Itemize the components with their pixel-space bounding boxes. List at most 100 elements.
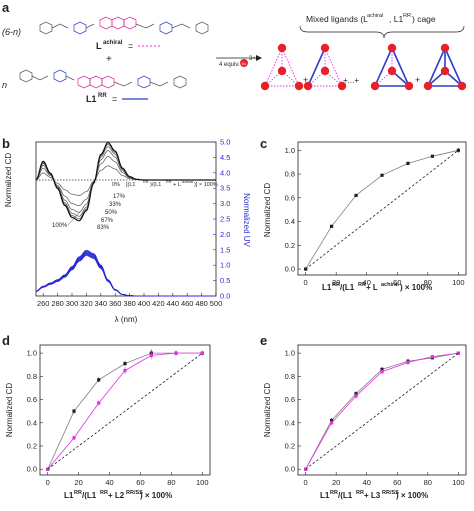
chart-b-xtick-label: 400 <box>138 299 151 308</box>
chart-b-y2tick-label: 0.0 <box>220 292 230 301</box>
chart-b-xtick-label: 300 <box>66 299 79 308</box>
chart-d-xl0: L1 <box>64 491 74 500</box>
chart-d-series-magenta-point <box>97 401 101 405</box>
chart-b-xtick-label: 440 <box>167 299 180 308</box>
panel-label-a: a <box>2 0 10 15</box>
reagent-text: 4 equiv. <box>219 62 240 68</box>
cage-4-metal-node <box>440 43 450 53</box>
chart-e-xtick-label: 0 <box>304 478 308 487</box>
chart-d-series-magenta-point <box>72 436 76 440</box>
chart-e-ytick-label: 0.8 <box>285 372 295 381</box>
metal-ion: Eu 3+ <box>240 56 256 67</box>
achiral-label: L <box>96 41 102 51</box>
chart-d-xl3: RR <box>100 490 108 496</box>
chart-b-uv-line-50pct <box>35 252 216 297</box>
chart-b-lbl-67: 67% <box>101 218 114 224</box>
cage-2-metal-node <box>303 81 313 91</box>
chart-d-series-magenta-point <box>200 351 204 355</box>
chart-e-frame <box>297 344 467 476</box>
cage-3-metal-node <box>404 81 414 91</box>
achiral-ligand-structure <box>39 16 209 35</box>
chart-b-uv-line-100pct <box>35 249 216 297</box>
chart-b-y2tick-label: 3.0 <box>220 199 230 208</box>
chart-e-xl1: RR <box>330 490 338 496</box>
chart-b-lbl-100: 100% <box>52 223 68 229</box>
chart-b-y2tick-label: 4.0 <box>220 168 230 177</box>
chart-b-legend-t3: RR <box>166 180 172 184</box>
chart-b-xtick-label: 380 <box>123 299 136 308</box>
chart-c-ytick-label: 0.0 <box>285 265 295 274</box>
chart-b-ylabel: Normalized CD <box>4 153 13 207</box>
chart-c-ytick-label: 1.0 <box>285 146 295 155</box>
chart-c: 0 20 40 60 80 100 0.0 0.2 0.4 0.6 0.8 1.0 <box>285 141 467 287</box>
chart-b-legend-t1: RR <box>143 180 149 184</box>
cage-2-metal-node <box>337 81 347 91</box>
chart-e-series-magenta-point <box>456 351 460 355</box>
coef-achiral: (6-n) <box>2 27 21 37</box>
chart-b-xtick-label: 260 <box>37 299 50 308</box>
chart-d: 0 20 40 60 80 100 0.0 0.2 0.4 0.6 0.8 1.0 <box>27 344 211 487</box>
chart-b-lbl-50: 50% <box>105 210 118 216</box>
metal-charge: 3+ <box>249 56 256 62</box>
chart-c-xl1: RR <box>332 282 340 288</box>
chart-e-xl5: RR/SS <box>382 490 399 496</box>
chart-e-xtick-label: 60 <box>393 478 401 487</box>
chart-b-legend-t0: [(L1 <box>126 182 135 188</box>
chart-b-xlabel: λ (nm) <box>115 315 138 324</box>
chart-c-xl4: + L <box>366 283 378 292</box>
chart-b-y2ticks: 0.0 0.5 1.0 1.5 2.0 2.5 3.0 3.5 4.0 4.5 5.0 <box>213 138 230 301</box>
chart-c-series-measured-point <box>406 161 410 165</box>
cage-4-metal-node <box>423 81 433 91</box>
cage-1-edge <box>281 47 300 87</box>
chart-d-xl5: RR/SS <box>126 490 143 496</box>
chart-b-y2tick-label: 5.0 <box>220 138 230 147</box>
cage-title-sup1: achiral <box>367 13 383 19</box>
chart-c-ytick-label: 0.4 <box>285 217 295 226</box>
chart-d-frame <box>39 344 211 476</box>
cage-title-mid: , L1 <box>389 14 403 24</box>
achiral-sup: achiral <box>103 40 123 46</box>
reaction-arrow <box>216 55 262 61</box>
cage-3-metal-node <box>387 66 397 76</box>
panel-d: d 0 20 40 60 80 100 0.0 0.2 0.4 0.6 0.8 1.0 Normali… <box>2 333 211 500</box>
chart-d-ytick-label: 0.0 <box>27 465 37 474</box>
chart-c-xtick-label: 100 <box>452 278 465 287</box>
chart-d-xtick-label: 0 <box>46 478 50 487</box>
chart-b-uv-line-33pct <box>35 253 216 297</box>
chart-c-xtick-label: 0 <box>304 278 308 287</box>
panel-e: e 0 20 40 60 80 100 0.0 0.2 0.4 0.6 0.8 1.0 Normali… <box>260 333 467 500</box>
cage-3-edge <box>374 47 393 87</box>
chart-c-xtick-label: 80 <box>424 278 432 287</box>
chart-b-uv-series <box>35 249 216 297</box>
chart-c-linear-reference <box>305 149 459 270</box>
cage-title-post: ) cage <box>412 14 436 24</box>
chart-b-uv-line-83pct <box>35 250 216 297</box>
chart-b-lbl-83: 83% <box>97 225 110 231</box>
chart-b-lbl-17: 17% <box>113 194 126 200</box>
chart-e-xl3: RR <box>356 490 364 496</box>
chart-e-series-magenta-point <box>330 421 334 425</box>
chart-b-y2tick-label: 1.5 <box>220 245 230 254</box>
cage-title-pre: Mixed ligands (L <box>306 14 368 24</box>
chart-d-xlabel: L1 RR /(L1 RR + L2 RR/SS ) × 100% <box>64 490 172 500</box>
cage-4-edge <box>427 47 446 87</box>
chart-d-series-magenta-point <box>174 351 178 355</box>
chart-c-frame <box>297 141 467 276</box>
chart-d-xl4: + L2 <box>108 491 125 500</box>
achiral-ligand-label: L achiral = <box>96 40 160 51</box>
chart-e-xl0: L1 <box>320 491 330 500</box>
chart-b-legend-t5: achiral <box>182 180 193 184</box>
chiral-eq: = <box>112 94 117 104</box>
cage-1-metal-node <box>260 81 270 91</box>
chart-b-lbl-33: 33% <box>109 202 122 208</box>
chart-c-xl2: /(L1 <box>340 283 355 292</box>
chiral-ligand-structure <box>19 69 187 89</box>
cage-1-edge <box>264 47 283 87</box>
chart-e-ytick-label: 0.6 <box>285 395 295 404</box>
chart-b-y2tick-label: 3.5 <box>220 184 230 193</box>
chart-b-legend-t6: )] × 100% <box>194 182 218 188</box>
chart-b-y2tick-label: 2.5 <box>220 215 230 224</box>
chart-c-xl6: ) × 100% <box>400 283 432 292</box>
chart-b-legend-t4: + L <box>173 182 181 188</box>
